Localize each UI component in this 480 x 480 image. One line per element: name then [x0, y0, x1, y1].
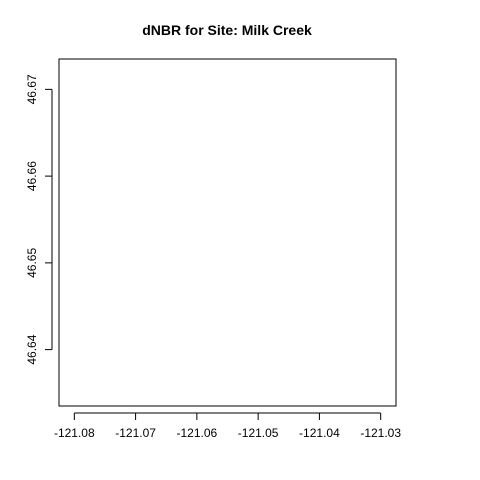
- x-tick-label: -121.06: [177, 426, 218, 440]
- chart-title: dNBR for Site: Milk Creek: [142, 22, 312, 38]
- x-axis: -121.08 -121.07 -121.06 -121.05 -121.04 -121.…: [54, 412, 401, 440]
- y-tick-label: 46.67: [25, 74, 39, 104]
- x-tick-label: -121.08: [54, 426, 95, 440]
- x-tick-label: -121.04: [299, 426, 340, 440]
- y-axis: 46.64 46.65 46.66 46.67: [25, 74, 53, 365]
- y-tick-label: 46.65: [25, 248, 39, 278]
- y-tick-label: 46.66: [25, 161, 39, 191]
- y-tick-label: 46.64: [25, 334, 39, 364]
- plot-frame: [58, 58, 397, 407]
- x-tick-label: -121.03: [360, 426, 401, 440]
- x-tick-label: -121.05: [238, 426, 279, 440]
- x-tick-label: -121.07: [115, 426, 156, 440]
